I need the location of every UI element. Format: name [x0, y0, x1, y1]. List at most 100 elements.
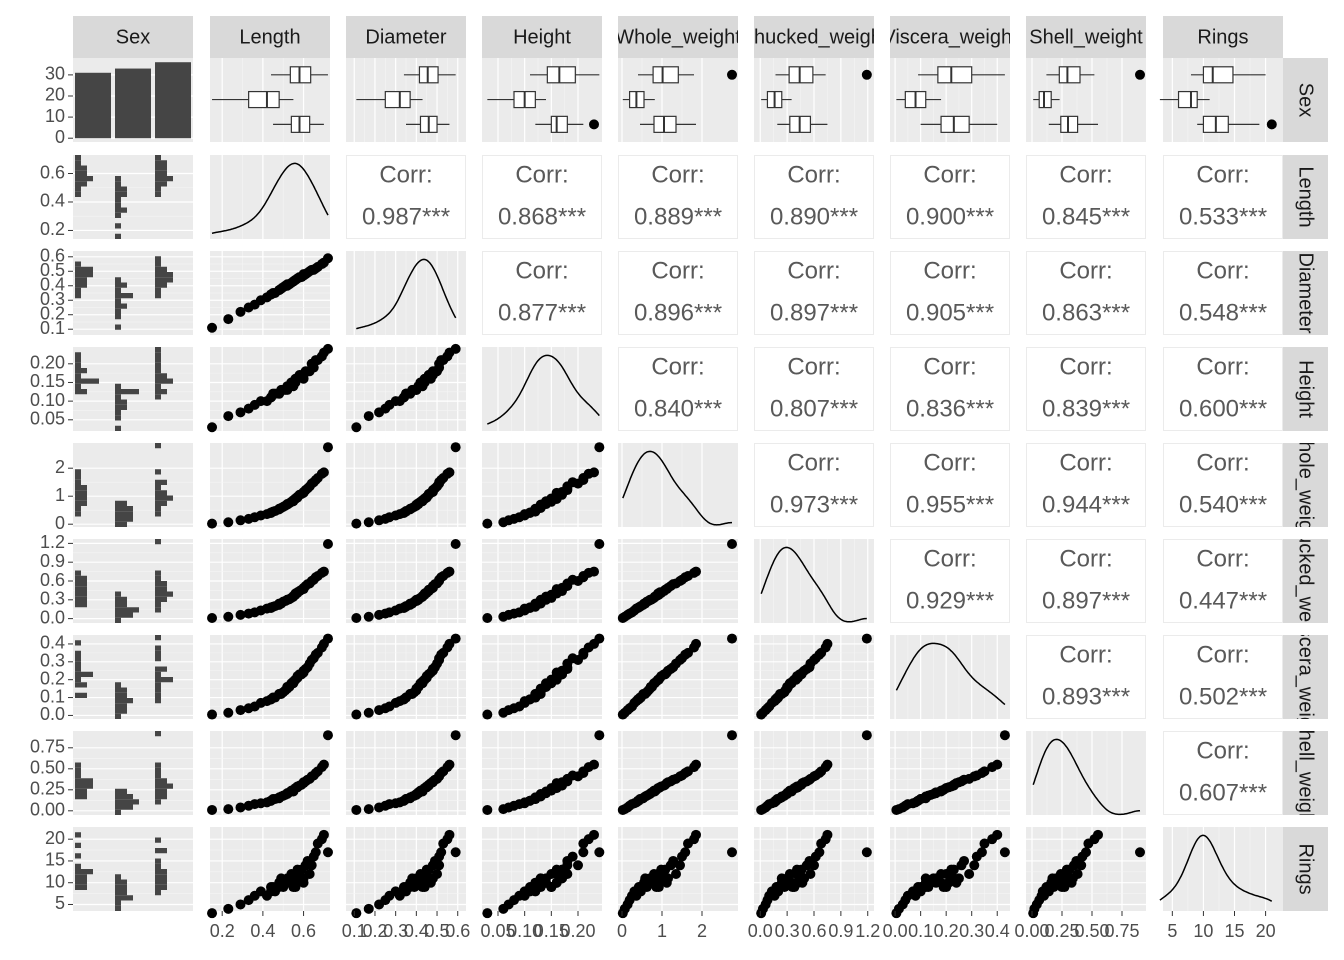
hist-bar: [75, 671, 93, 677]
point: [969, 860, 980, 871]
strip: [1283, 827, 1328, 911]
corr-value: 0.447***: [1179, 587, 1267, 614]
corr-value: 0.807***: [770, 395, 858, 422]
box: [940, 115, 970, 133]
density: [622, 450, 732, 526]
corr-panel: [482, 155, 602, 239]
strip-label: Shell_weight: [1029, 26, 1143, 48]
hist-bar: [75, 853, 81, 859]
x-tick-label: 0.6: [445, 921, 470, 941]
y-tick-label: 0.4: [40, 633, 65, 653]
corr-panel: [890, 155, 1010, 239]
corr-title: Corr:: [923, 449, 976, 476]
bar: [155, 62, 191, 139]
x-tick-label: 0.75: [1104, 921, 1139, 941]
point: [583, 468, 594, 479]
point: [434, 860, 445, 871]
strip-group: Viscera_weight: [1295, 635, 1317, 719]
corr-title: Corr:: [923, 545, 976, 572]
hist-bar: [155, 506, 161, 512]
hist-bar: [155, 378, 173, 384]
corr-panel: [1026, 635, 1146, 719]
corr-value: 0.973***: [770, 491, 858, 518]
y-tick-label: 15: [45, 850, 65, 870]
corr-panel: [754, 155, 874, 239]
point: [427, 873, 438, 884]
hist-bar: [75, 666, 81, 672]
point: [316, 351, 327, 362]
density: [895, 642, 1006, 706]
corr-title: Corr:: [651, 257, 704, 284]
x-tick-label: 0.6: [801, 921, 826, 941]
corr-title: Corr:: [1059, 449, 1112, 476]
hist-bar: [155, 596, 167, 602]
hist-bar: [75, 640, 81, 646]
hist-bar: [115, 399, 127, 405]
strip-group: Height: [1295, 360, 1317, 418]
point: [266, 795, 277, 806]
x-tick-label: 0.2: [362, 921, 387, 941]
strip: [1283, 251, 1328, 335]
corr-panel: [890, 347, 1010, 431]
hist-bar: [155, 485, 161, 491]
hist-bar: [155, 848, 167, 854]
point: [814, 768, 825, 778]
hist-bar: [155, 394, 161, 400]
y-tick-label: 0.10: [30, 390, 65, 410]
corr-value: 0.607***: [1179, 779, 1267, 806]
hist-bar: [155, 837, 161, 843]
x-tick-label: 0.4: [250, 921, 275, 941]
hist-bar: [115, 282, 127, 288]
y-tick-label: 20: [45, 85, 65, 105]
hist-bar: [155, 155, 161, 161]
corr-panel: [1026, 539, 1146, 623]
hist-bar: [115, 181, 121, 187]
hist-bar: [75, 884, 87, 890]
hist-bar: [75, 500, 87, 506]
outlier: [589, 119, 599, 130]
point: [557, 864, 567, 875]
corr-value: 0.929***: [906, 587, 994, 614]
point: [310, 649, 321, 660]
point: [727, 730, 737, 741]
x-tick-label: 0.2: [210, 921, 235, 941]
box: [384, 90, 411, 109]
hist-bar: [75, 794, 87, 800]
hist-bar: [75, 362, 81, 368]
point: [583, 642, 594, 653]
hist-bar: [155, 373, 167, 379]
point: [223, 707, 234, 718]
hist-bar: [75, 842, 81, 848]
point: [959, 774, 970, 785]
point: [482, 804, 493, 815]
point: [1089, 834, 1100, 845]
hist-bar: [75, 186, 81, 192]
point: [1067, 873, 1078, 884]
corr-value: 0.896***: [634, 299, 722, 326]
box: [1202, 66, 1234, 84]
corr-panel: [1163, 347, 1283, 431]
point: [306, 860, 317, 871]
hist-bar: [115, 698, 133, 704]
point: [541, 873, 551, 884]
x-tick-label: 15: [1224, 921, 1244, 941]
x-tick-label: 0.3: [775, 921, 800, 941]
hist-bar: [75, 506, 81, 512]
point: [223, 517, 234, 528]
y-tick-label: 1: [55, 485, 65, 505]
hist-bar: [75, 591, 87, 597]
point: [689, 642, 699, 653]
hist-bar: [75, 650, 81, 656]
corr-title: Corr:: [1196, 353, 1249, 380]
box: [546, 66, 576, 84]
y-tick-label: 0: [55, 513, 65, 533]
corr-title: Corr:: [1059, 545, 1112, 572]
y-tick-label: 5: [55, 893, 65, 913]
hist-bar: [115, 809, 121, 815]
point: [820, 834, 831, 845]
point: [1060, 877, 1071, 888]
hist-bar: [75, 575, 87, 581]
point: [999, 847, 1010, 858]
point: [861, 730, 872, 741]
corr-title: Corr:: [379, 161, 432, 188]
